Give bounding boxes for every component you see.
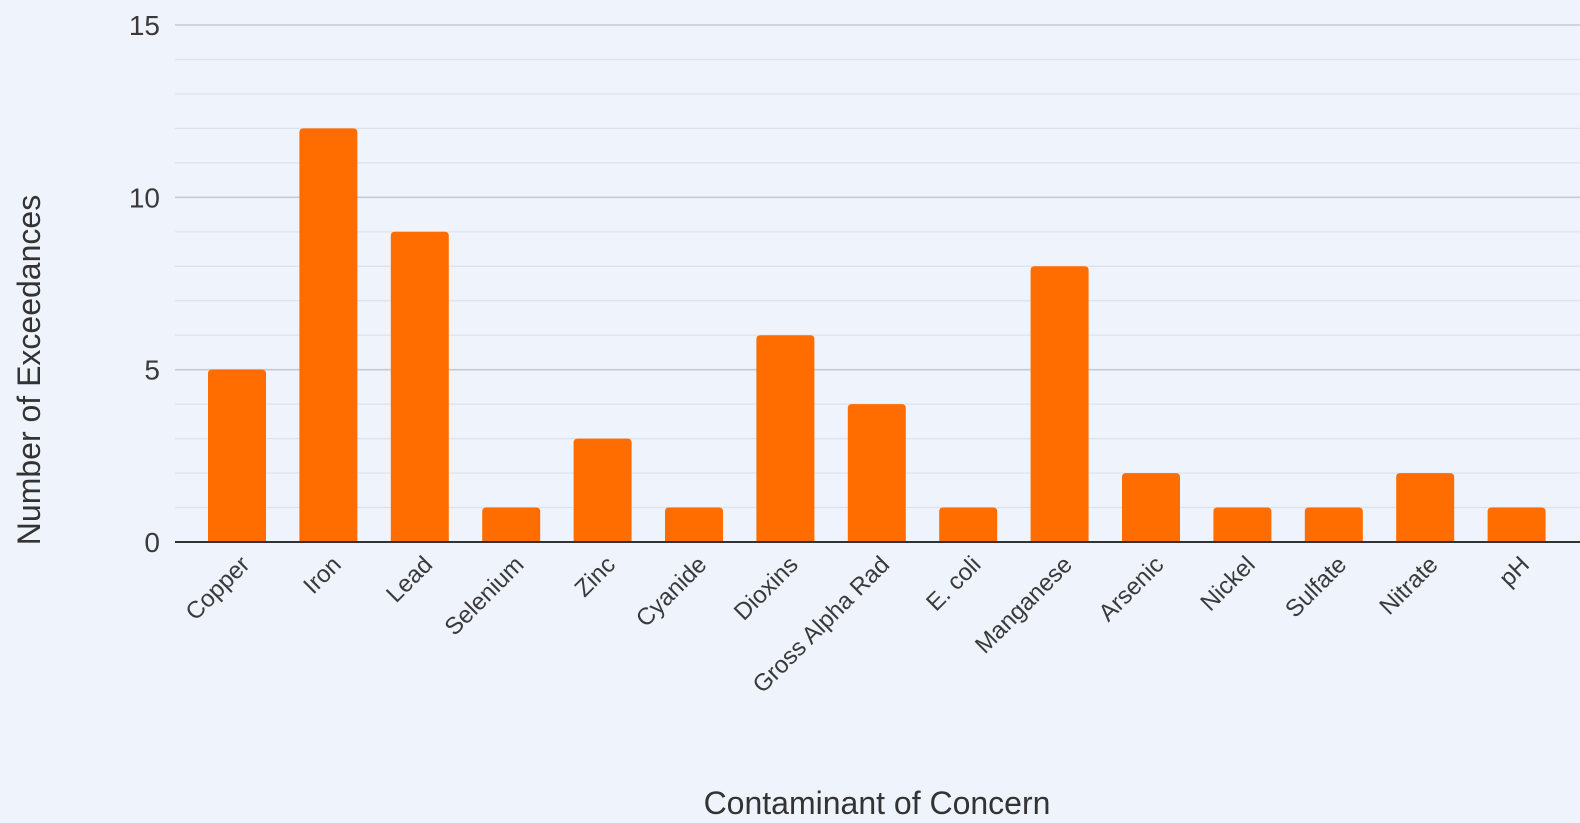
x-tick-label: pH <box>1494 551 1535 592</box>
x-axis-ticks: Copper Iron Lead Selenium Zinc Cyanide Dioxins… <box>180 551 1534 698</box>
x-tick-label: Copper <box>180 551 255 626</box>
bar <box>573 438 632 542</box>
bar <box>1122 473 1180 542</box>
bar <box>1213 507 1272 542</box>
x-tick-label: E. coli <box>921 551 986 616</box>
bar <box>1304 507 1363 542</box>
x-tick-label: Arsenic <box>1094 551 1170 627</box>
bar <box>1030 266 1089 542</box>
y-tick-label: 10 <box>129 182 160 213</box>
y-tick-label: 0 <box>144 527 160 558</box>
y-axis-ticks: 0 5 10 15 <box>129 10 160 558</box>
x-axis-title: Contaminant of Concern <box>704 785 1051 821</box>
bar <box>847 404 906 542</box>
x-tick-label: Zinc <box>570 551 621 602</box>
x-tick-label: Dioxins <box>729 551 804 626</box>
y-tick-label: 5 <box>144 355 160 386</box>
x-tick-label: Sulfate <box>1280 551 1352 623</box>
bar <box>939 507 998 542</box>
y-axis-title: Number of Exceedances <box>11 195 47 545</box>
bar <box>1396 473 1455 542</box>
bar <box>299 128 358 542</box>
bar <box>390 231 449 543</box>
bar <box>665 507 723 542</box>
bar <box>482 507 541 542</box>
x-tick-label: Manganese <box>970 551 1078 659</box>
x-tick-label: Cyanide <box>631 551 712 632</box>
x-tick-label: Selenium <box>440 551 530 641</box>
bar <box>756 335 815 542</box>
x-tick-label: Lead <box>381 551 438 608</box>
x-tick-label: Nitrate <box>1374 551 1443 620</box>
y-tick-label: 15 <box>129 10 160 41</box>
x-tick-label: Nickel <box>1195 551 1260 616</box>
bar-series <box>208 128 1546 543</box>
bar <box>208 369 266 542</box>
bar <box>1487 507 1546 542</box>
x-tick-label: Iron <box>298 551 346 599</box>
